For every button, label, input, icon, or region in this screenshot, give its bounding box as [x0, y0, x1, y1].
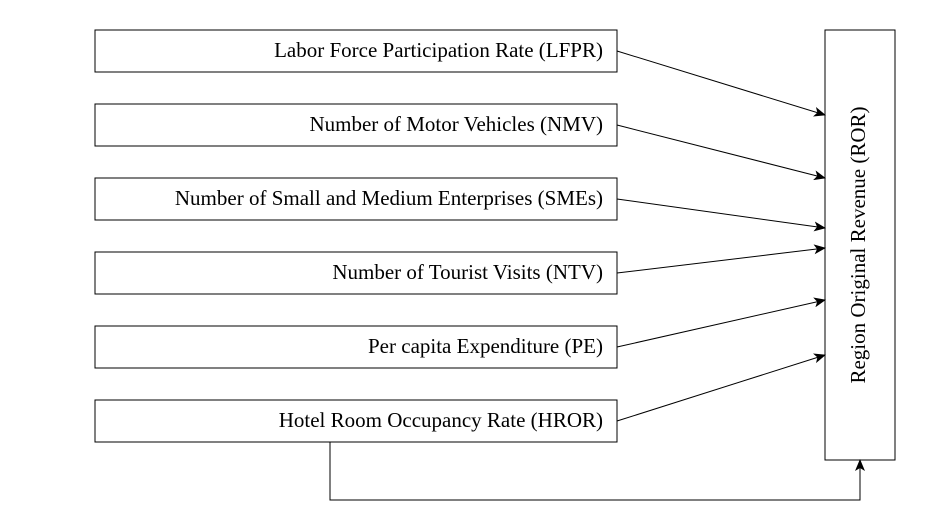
elbow-arrow — [330, 442, 860, 500]
input-box-label: Number of Tourist Visits (NTV) — [332, 260, 603, 284]
arrow — [617, 125, 825, 178]
arrow — [617, 51, 825, 115]
input-box-label: Labor Force Participation Rate (LFPR) — [274, 38, 603, 62]
input-box-label: Number of Motor Vehicles (NMV) — [309, 112, 603, 136]
input-box-label: Per capita Expenditure (PE) — [368, 334, 603, 358]
arrow — [617, 248, 825, 273]
diagram-canvas: Labor Force Participation Rate (LFPR) Num… — [0, 0, 950, 532]
arrow — [617, 355, 825, 421]
output-box-label: Region Original Revenue (ROR) — [846, 106, 870, 383]
input-box-label: Hotel Room Occupancy Rate (HROR) — [279, 408, 603, 432]
arrow — [617, 199, 825, 228]
input-box-label: Number of Small and Medium Enterprises (… — [175, 186, 603, 210]
arrow — [617, 300, 825, 347]
